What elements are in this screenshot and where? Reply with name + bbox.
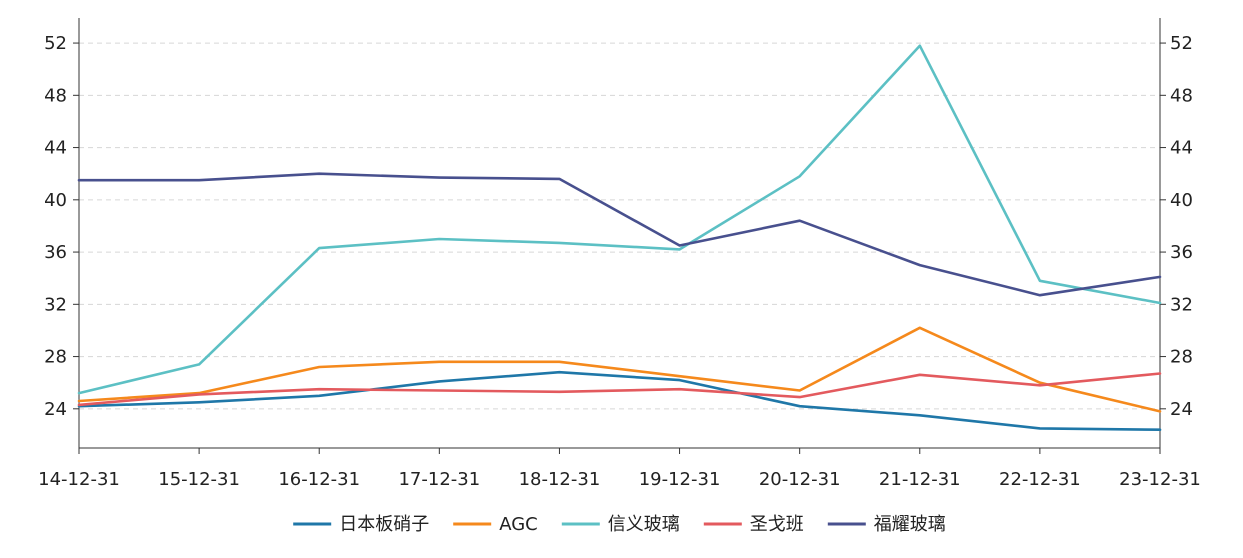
legend: 日本板硝子 AGC 信义玻璃 圣戈班 福耀玻璃	[293, 514, 946, 535]
legend-label: AGC	[499, 514, 538, 535]
y-tick-label-left: 40	[44, 190, 67, 211]
y-tick-label-right: 44	[1170, 138, 1193, 159]
gridlines	[79, 42, 1160, 410]
series-line-1	[77, 370, 1162, 432]
legend-item: 信义玻璃	[561, 514, 680, 535]
series-lines	[77, 44, 1162, 432]
y-tick-label-left: 32	[44, 294, 67, 315]
y-tick-label-right: 40	[1170, 190, 1193, 211]
legend-label: 福耀玻璃	[874, 514, 946, 535]
legend-label: 圣戈班	[750, 514, 804, 535]
y-tick-label-left: 48	[44, 85, 67, 106]
legend-label: 日本板硝子	[339, 514, 429, 535]
y-tick-label-left: 24	[44, 399, 67, 420]
series-line-5	[77, 172, 1162, 297]
x-tick-label: 17-12-31	[398, 469, 480, 490]
legend-item: 日本板硝子	[293, 514, 429, 535]
y-tick-label-left: 52	[44, 33, 67, 54]
x-tick-label: 23-12-31	[1119, 469, 1201, 490]
x-tick-label: 16-12-31	[278, 469, 360, 490]
x-tick-label: 22-12-31	[999, 469, 1081, 490]
legend-item: 圣戈班	[703, 514, 804, 535]
y-tick-label-left: 28	[44, 347, 67, 368]
x-tick-label: 20-12-31	[759, 469, 841, 490]
legend-item: AGC	[453, 514, 538, 535]
legend-label: 信义玻璃	[608, 514, 680, 535]
y-tick-label-left: 36	[44, 242, 67, 263]
x-tick-label: 14-12-31	[38, 469, 120, 490]
legend-item: 福耀玻璃	[827, 514, 946, 535]
series-line-4	[77, 372, 1162, 407]
y-tick-label-left: 44	[44, 138, 67, 159]
y-tick-label-right: 48	[1170, 85, 1193, 106]
y-tick-label-right: 28	[1170, 347, 1193, 368]
y-tick-label-right: 32	[1170, 294, 1193, 315]
x-tick-label: 18-12-31	[519, 469, 601, 490]
series-line-2	[77, 326, 1162, 413]
series-line-3	[77, 44, 1162, 395]
x-tick-label: 19-12-31	[639, 469, 721, 490]
y-tick-label-right: 24	[1170, 399, 1193, 420]
y-tick-label-right: 52	[1170, 33, 1193, 54]
y-tick-label-right: 36	[1170, 242, 1193, 263]
x-tick-label: 21-12-31	[879, 469, 961, 490]
x-tick-label: 15-12-31	[158, 469, 240, 490]
axes: 24 24 28 28 32 32 36 36 40 40 44 44 48 48 52 52 14-12-31…	[38, 18, 1201, 490]
